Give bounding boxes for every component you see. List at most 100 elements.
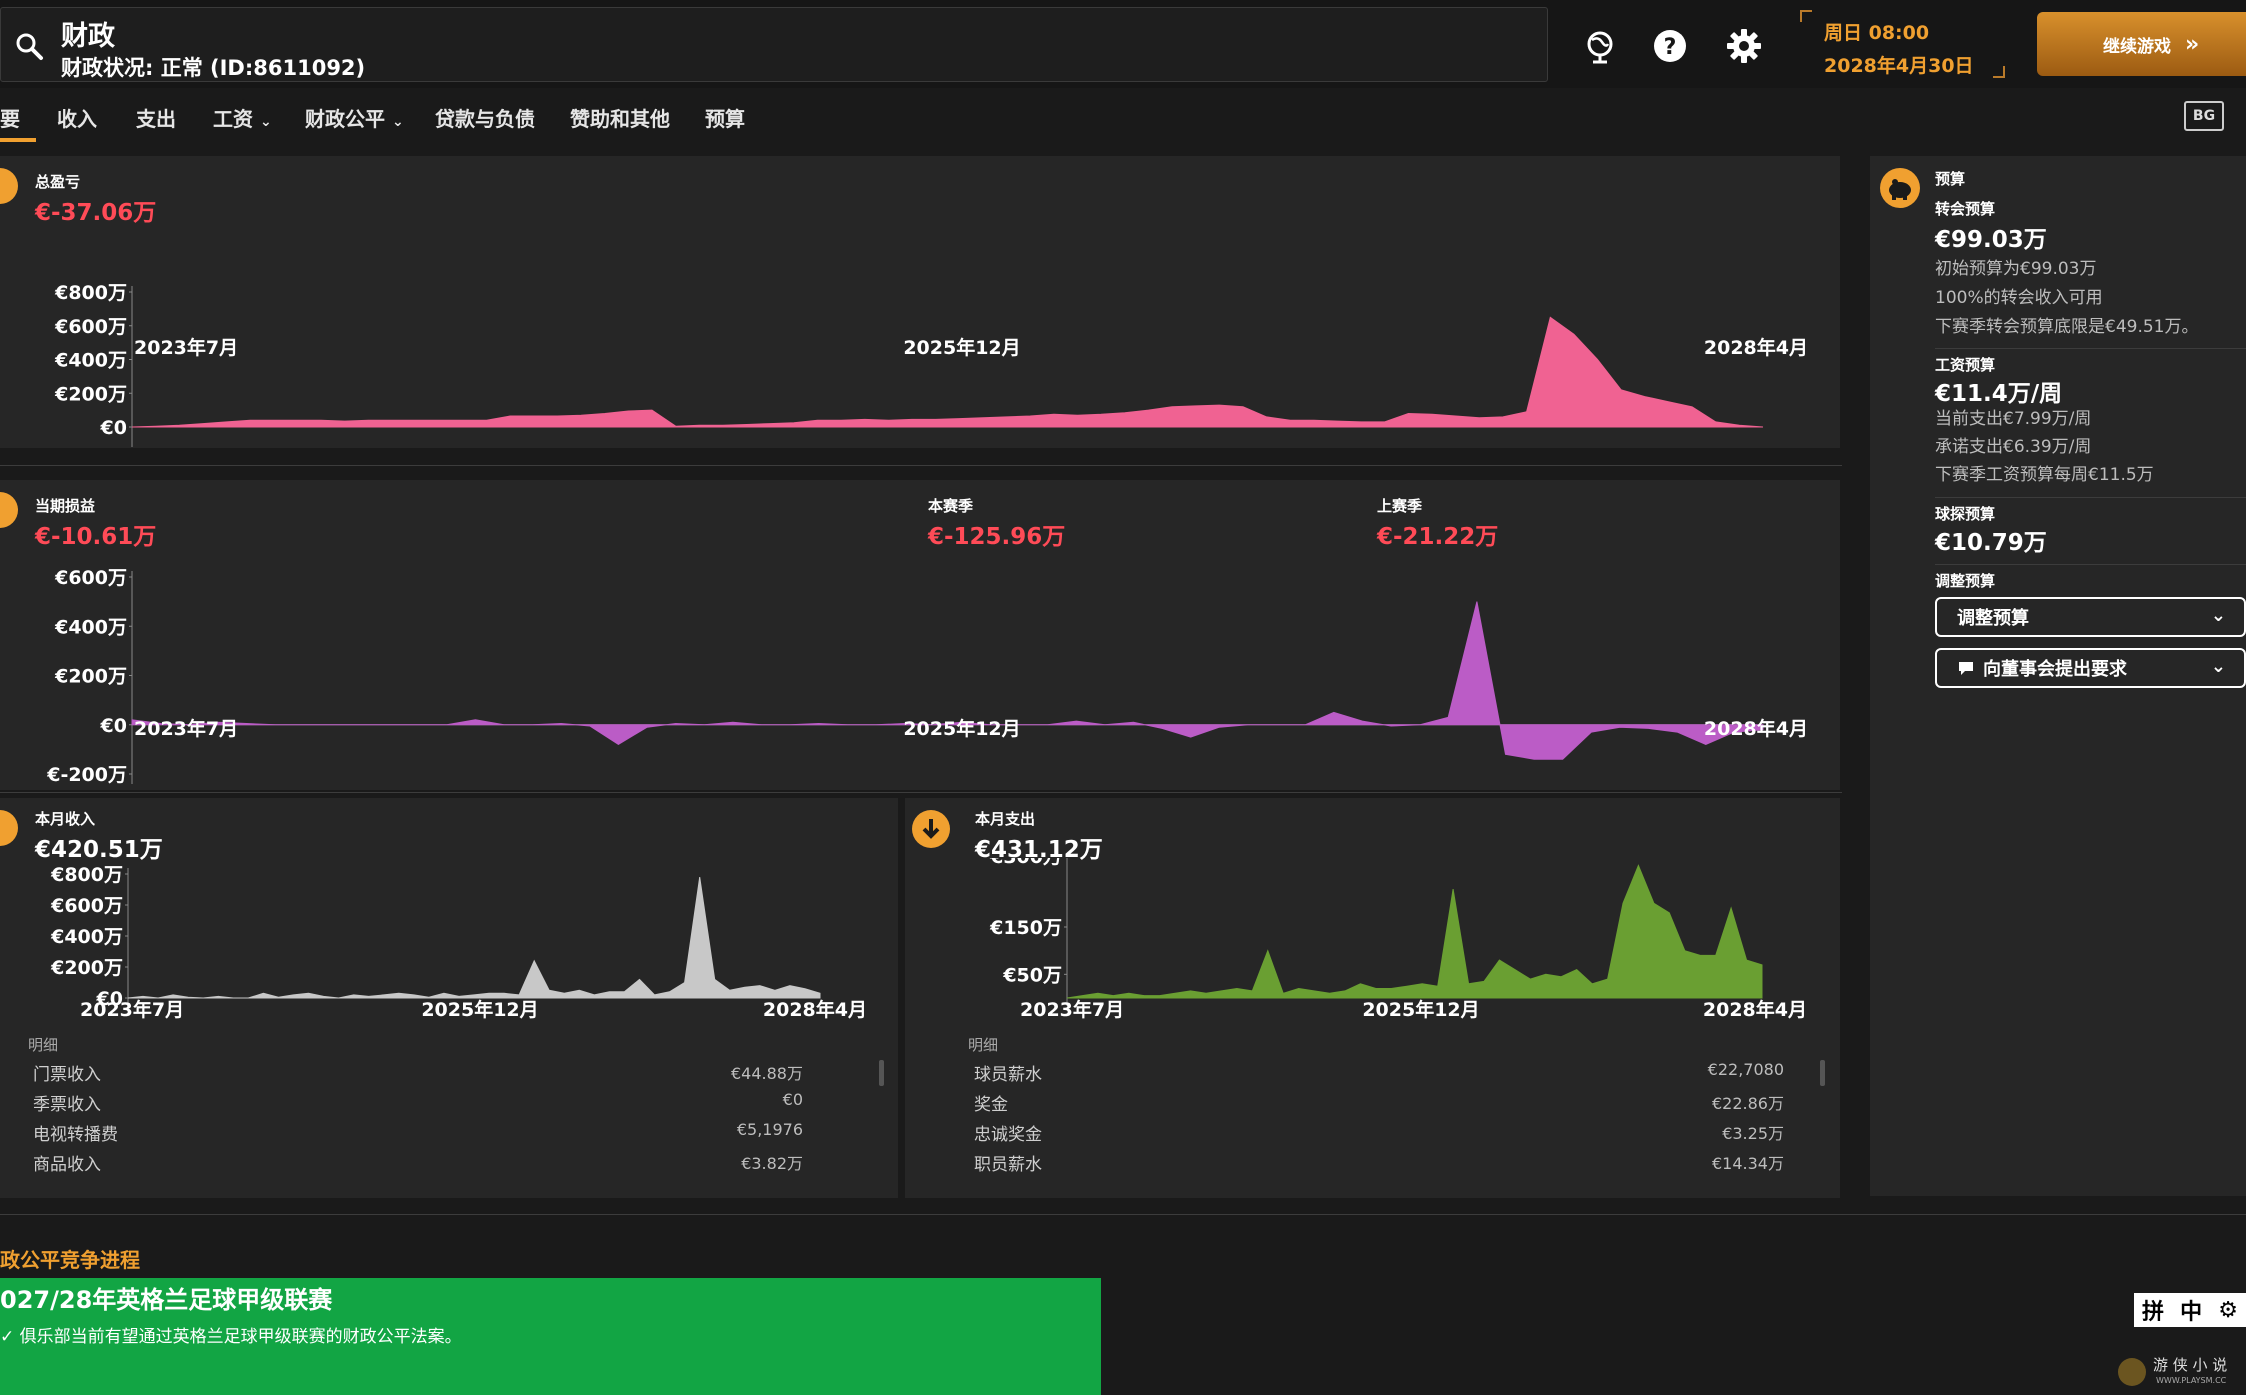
piggy-bank-icon (1880, 168, 1920, 208)
page-title: 财政 (61, 21, 115, 52)
y-tick-label: €200万 (50, 957, 123, 979)
tab-bar: 要 收入 支出 工资 ⌄ 财政公平 ⌄ 贷款与负债 赞助和其他 预算 BG (0, 93, 2246, 141)
current-period-value: €-10.61万 (35, 524, 157, 550)
y-tick-label: €200万 (54, 666, 127, 688)
gear-icon[interactable] (1724, 26, 1764, 66)
income-scrollbar[interactable] (879, 1060, 884, 1086)
background-toggle-icon[interactable]: BG (2184, 101, 2224, 131)
y-tick-label: €600万 (54, 567, 127, 589)
chat-bubble-icon (1959, 662, 1973, 675)
period-profit-panel: 当期损益 €-10.61万 本赛季 €-125.96万 上赛季 €-21.22万… (0, 480, 1840, 790)
svg-text:?: ? (1664, 35, 1677, 60)
list-item-value: €5,1976 (736, 1120, 803, 1139)
x-tick-label: 2028年4月 (1704, 336, 1808, 359)
tab-wages[interactable]: 工资 ⌄ (213, 103, 272, 132)
this-season-label: 本赛季 (928, 497, 974, 515)
x-tick-label: 2023年7月 (1020, 998, 1124, 1021)
tab-wages-label: 工资 (213, 107, 253, 131)
chevron-down-icon: ⌄ (2210, 656, 2226, 677)
adjust-budget-dropdown-label: 调整预算 (1957, 608, 2029, 629)
overall-label: 总盈亏 (35, 173, 81, 191)
current-date: 2028年4月30日 (1824, 55, 1974, 77)
watermark-url: WWW.PLAYSM.CC (2156, 1376, 2227, 1385)
x-tick-label: 2025年12月 (421, 998, 538, 1021)
adjust-budget-dropdown[interactable]: 调整预算 ⌄ (1935, 597, 2246, 637)
tab-budget[interactable]: 预算 (705, 107, 745, 131)
y-tick-label: €800万 (50, 864, 123, 886)
income-chart: €0 €200万 €400万 €600万 €800万 2023年7月 2025年12月 202… (50, 864, 867, 1021)
globe-icon[interactable] (1580, 26, 1620, 66)
income-label: 本月收入 (35, 810, 96, 828)
x-tick-label: 2028年4月 (1704, 717, 1808, 740)
overall-profit-panel: 总盈亏 €-37.06万 €0 €200万 €400万 €600万 €800万 2023年… (0, 156, 1840, 448)
tab-loans[interactable]: 贷款与负债 (435, 107, 535, 131)
profit-icon (0, 168, 18, 204)
list-item: 球员薪水 (974, 1065, 1042, 1085)
board-request-dropdown[interactable]: 向董事会提出要求 ⌄ (1935, 648, 2246, 688)
divider (1935, 564, 2246, 565)
overall-chart: €0 €200万 €400万 €600万 €800万 2023年7月 2025年12月 202… (54, 282, 1808, 447)
tab-overview[interactable]: 要 (0, 107, 20, 131)
list-item: 季票收入 (33, 1095, 101, 1115)
x-tick-label: 2028年4月 (1703, 998, 1807, 1021)
title-box: 财政 财政状况: 正常 (ID:8611092) (0, 7, 1548, 82)
transfer-budget-value: €99.03万 (1935, 227, 2047, 253)
adjust-budget-label: 调整预算 (1935, 572, 1996, 590)
chevron-down-icon: ⌄ (259, 114, 272, 130)
series-area (131, 316, 1764, 428)
ffp-status-card: 027/28年英格兰足球甲级联赛 ✓ 俱乐部当前有望通过英格兰足球甲级联赛的财政… (0, 1278, 1101, 1395)
list-item: 忠诚奖金 (974, 1125, 1042, 1145)
ffp-status-message: 俱乐部当前有望通过英格兰足球甲级联赛的财政公平法案。 (19, 1327, 462, 1347)
divider (0, 792, 1842, 793)
scout-budget-value: €10.79万 (1935, 530, 2047, 556)
y-tick-label: €50万 (1002, 964, 1062, 986)
day-time: 周日 08:00 (1824, 22, 1930, 44)
ime-indicator[interactable]: 拼 中 ⚙ (2134, 1293, 2246, 1327)
last-season-value: €-21.22万 (1377, 524, 1499, 550)
x-tick-label: 2023年7月 (134, 336, 238, 359)
transfer-note: 下赛季转会预算底限是€49.51万。 (1935, 317, 2199, 337)
divider (0, 465, 1842, 466)
ffp-league-title: 027/28年英格兰足球甲级联赛 (0, 1286, 333, 1314)
list-item-value: €14.34万 (1712, 1154, 1784, 1173)
search-icon[interactable] (15, 32, 45, 62)
expense-value: €431.12万 (975, 837, 1103, 863)
tab-ffp[interactable]: 财政公平 ⌄ (305, 103, 404, 132)
ime-chinese-label: 中 (2180, 1300, 2203, 1325)
expense-details-label: 明细 (968, 1036, 999, 1054)
expense-chart: €50万 €150万 €300万 2023年7月 2025年12月 2028年4月 (989, 858, 1807, 1021)
transfer-budget-label: 转会预算 (1935, 200, 1996, 218)
this-season-value: €-125.96万 (928, 524, 1066, 550)
y-tick-label: €200万 (54, 383, 127, 405)
wage-budget-value: €11.4万/周 (1935, 381, 2063, 407)
check-icon: ✓ (0, 1327, 20, 1347)
list-item: 奖金 (974, 1095, 1008, 1115)
tab-income[interactable]: 收入 (57, 107, 97, 131)
list-item-value: €3.25万 (1722, 1124, 1784, 1143)
y-tick-label: €400万 (50, 926, 123, 948)
profit-icon (0, 492, 18, 528)
tab-expenses[interactable]: 支出 (136, 107, 176, 131)
date-corner-top (1800, 10, 1812, 22)
background-toggle-label: BG (2192, 108, 2216, 124)
wage-note: 当前支出€7.99万/周 (1935, 409, 2092, 429)
x-tick-label: 2025年12月 (903, 717, 1020, 740)
y-tick-label: €600万 (54, 316, 127, 338)
tab-sponsorship[interactable]: 赞助和其他 (570, 107, 670, 131)
chevron-down-icon: ⌄ (2210, 605, 2226, 626)
expense-scrollbar[interactable] (1820, 1060, 1825, 1086)
x-tick-label: 2025年12月 (903, 336, 1020, 359)
list-item-value: €22.86万 (1712, 1094, 1784, 1113)
x-tick-label: 2025年12月 (1362, 998, 1479, 1021)
ffp-section-title: 政公平竞争进程 (0, 1248, 140, 1272)
overall-value: €-37.06万 (35, 200, 157, 226)
active-tab-indicator (0, 138, 36, 142)
help-icon[interactable]: ? (1650, 26, 1690, 66)
continue-game-button[interactable]: 继续游戏 » (2037, 12, 2246, 76)
divider (1935, 348, 2246, 349)
x-tick-label: 2023年7月 (80, 998, 184, 1021)
list-item: 商品收入 (33, 1155, 101, 1175)
budget-panel: 预算 转会预算 €99.03万 初始预算为€99.03万 100%的转会收入可用… (1870, 156, 2246, 1196)
ime-pinyin-label: 拼 (2142, 1300, 2165, 1325)
list-item: 职员薪水 (974, 1155, 1042, 1175)
